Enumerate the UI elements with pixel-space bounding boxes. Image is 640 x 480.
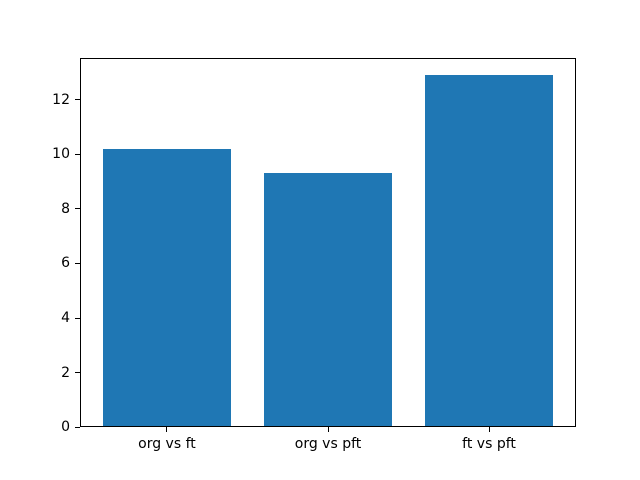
y-tick-mark (75, 208, 80, 210)
x-tick-label: org vs pft (294, 436, 362, 453)
bar-org-vs-pft (263, 173, 393, 428)
y-tick-mark (75, 99, 80, 101)
y-tick-mark (75, 372, 80, 374)
bar-org-vs-ft (102, 148, 232, 428)
x-tick-label: ft vs pft (462, 436, 516, 453)
y-tick-mark (75, 262, 80, 264)
y-tick-label: 8 (61, 200, 70, 217)
y-tick-label: 4 (61, 310, 70, 327)
bar-ft-vs-pft (424, 75, 554, 428)
y-tick-mark (75, 153, 80, 155)
y-tick-label: 0 (61, 419, 70, 436)
x-tick-mark (166, 427, 168, 433)
y-tick-label: 12 (52, 91, 70, 108)
x-tick-label: org vs ft (138, 436, 196, 453)
plot-area (80, 57, 576, 428)
y-tick-mark (75, 317, 80, 319)
x-tick-mark (327, 427, 329, 433)
y-tick-label: 6 (61, 255, 70, 272)
y-tick-mark (75, 426, 80, 428)
x-tick-mark (488, 427, 490, 433)
y-tick-label: 2 (61, 364, 70, 381)
y-tick-label: 10 (52, 146, 70, 163)
